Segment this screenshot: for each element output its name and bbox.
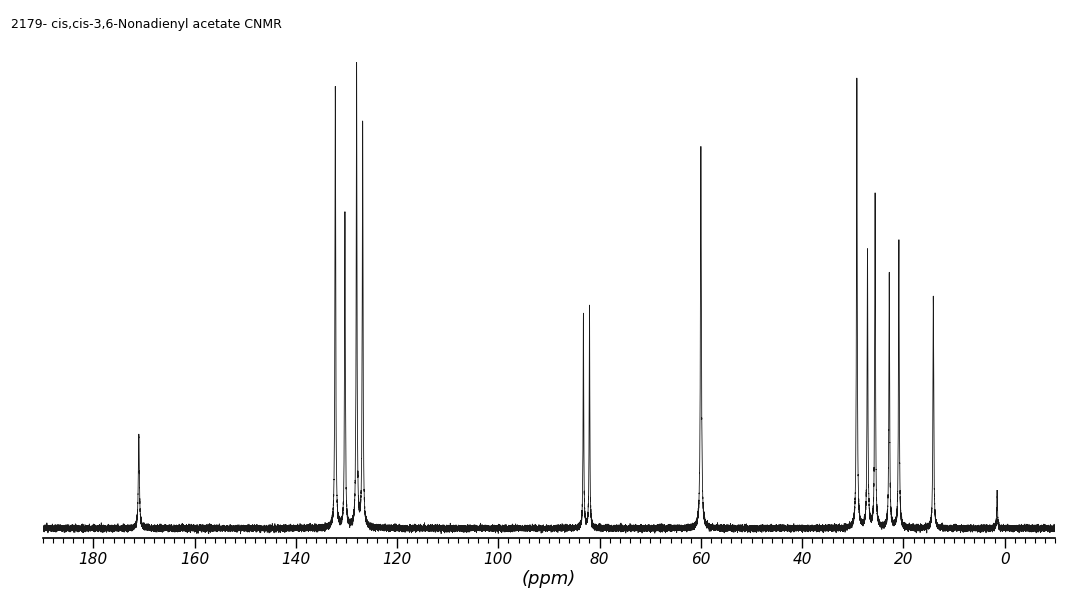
X-axis label: (ppm): (ppm)	[522, 570, 576, 588]
Text: 2179- cis,cis-3,6-Nonadienyl acetate CNMR: 2179- cis,cis-3,6-Nonadienyl acetate CNM…	[11, 18, 281, 31]
